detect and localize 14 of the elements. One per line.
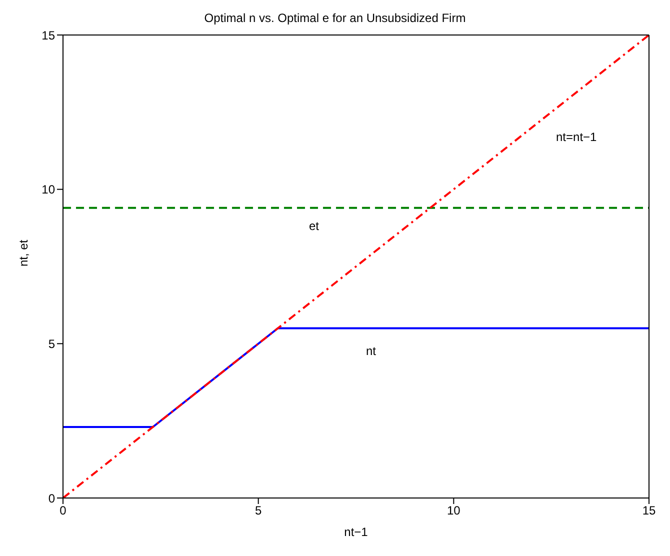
y-tick-label: 15 <box>42 28 56 42</box>
chart-title: Optimal n vs. Optimal e for an Unsubsidized Firm <box>203 10 467 27</box>
series-label: et <box>309 219 320 233</box>
y-tick-label: 5 <box>48 336 56 351</box>
x-tick-label: 0 <box>60 504 67 518</box>
series-label: nt <box>366 344 376 358</box>
y-tick-label: 0 <box>48 491 56 506</box>
y-tick-label: 10 <box>42 182 56 197</box>
x-tick-label: 5 <box>254 504 262 518</box>
x-tick-label: 10 <box>446 504 461 518</box>
series-label: nt=nt−1 <box>556 130 597 144</box>
y-axis-title: nt, et <box>16 239 30 266</box>
x-axis-title: nt−1 <box>344 525 368 539</box>
x-tick-label: 15 <box>642 504 656 518</box>
